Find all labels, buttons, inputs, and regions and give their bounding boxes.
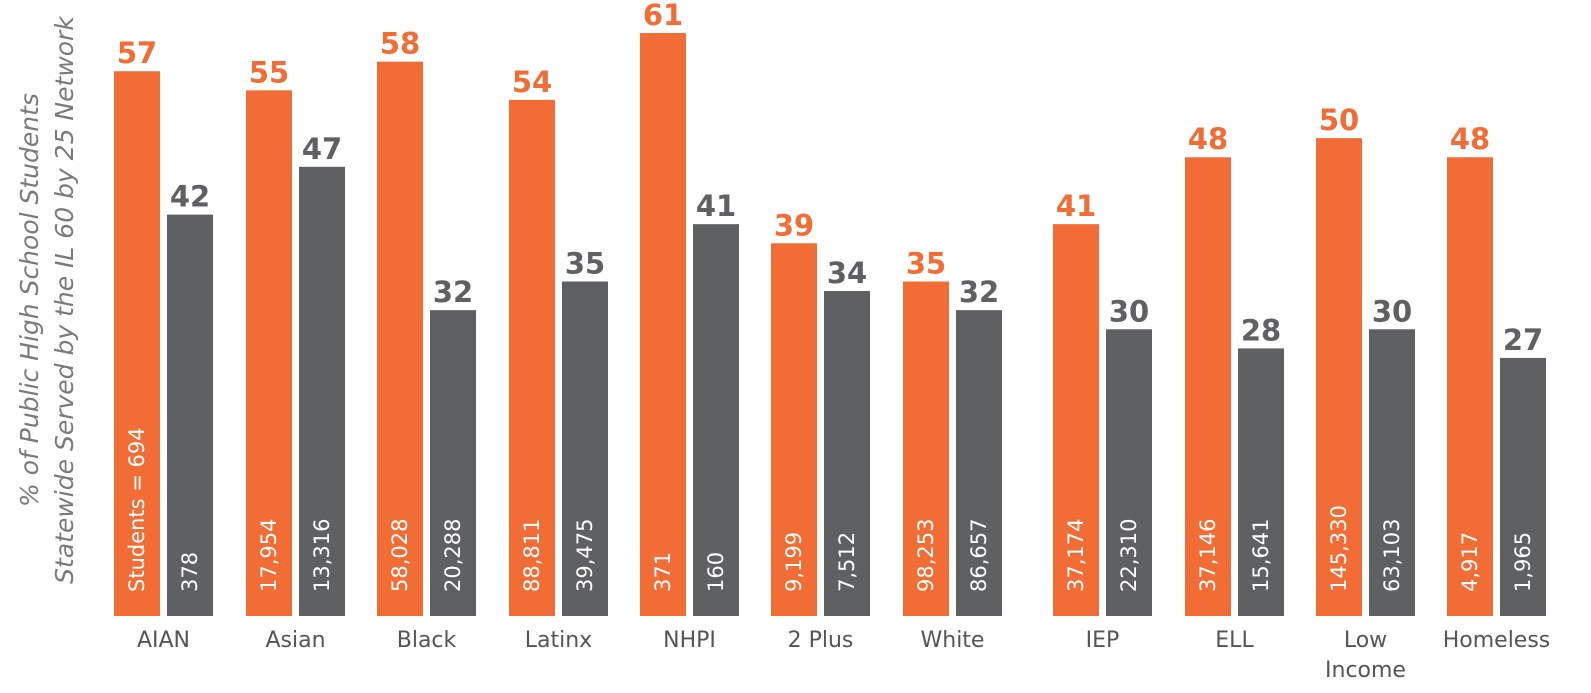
data-label: 32: [433, 275, 473, 309]
data-label: 55: [249, 55, 289, 89]
data-label: 48: [1188, 122, 1228, 156]
category-label: AIAN: [137, 628, 190, 653]
bar: [956, 310, 1002, 616]
data-label: 35: [565, 246, 605, 280]
bar: [509, 99, 555, 617]
y-axis-label-line: % of Public High School Students: [15, 93, 44, 507]
count-label: 378: [178, 552, 202, 592]
data-label: 41: [696, 189, 736, 223]
bar: [824, 291, 870, 616]
bar: [1185, 157, 1231, 616]
count-label: 37,146: [1196, 519, 1220, 592]
bar: [640, 33, 686, 616]
bar: [1316, 138, 1362, 616]
value-labels: 57 42 55 47 58 32 54 35 61 41 39 34 35 32 41 30 48 28 50 30…: [117, 0, 1543, 357]
data-label: 48: [1450, 122, 1490, 156]
bar: [1500, 357, 1546, 616]
count-label: 9,199: [782, 532, 806, 592]
category-label: 2 Plus: [788, 628, 854, 653]
data-label: 61: [643, 0, 683, 32]
data-label: 47: [302, 132, 342, 166]
count-label: 371: [651, 552, 675, 592]
category-label: NHPI: [663, 628, 716, 653]
y-axis-label-line: Statewide Served by the IL 60 by 25 Netw…: [50, 15, 79, 584]
count-label: 98,253: [914, 519, 938, 592]
count-label: 88,811: [520, 519, 544, 592]
category-label: Asian: [265, 628, 325, 653]
category-label: IEP: [1086, 628, 1120, 653]
data-label: 39: [774, 208, 814, 242]
bar: [693, 224, 739, 617]
data-label: 30: [1109, 294, 1149, 328]
bar: [771, 243, 817, 616]
bar: [114, 71, 160, 617]
bar: [246, 90, 292, 617]
data-label: 35: [906, 246, 946, 280]
bar: [1053, 224, 1099, 617]
count-label: 15,641: [1249, 519, 1273, 592]
data-label: 41: [1056, 189, 1096, 223]
count-label: 160: [704, 552, 728, 592]
bar: [562, 281, 608, 616]
data-label: 42: [170, 180, 210, 214]
count-labels: Students = 694 378 17,954 13,316 58,028 20,28…: [125, 427, 1535, 592]
data-label: 32: [959, 275, 999, 309]
count-label: 1,965: [1511, 532, 1535, 592]
bar: [299, 166, 345, 616]
count-label: 22,310: [1117, 519, 1141, 592]
count-label: 63,103: [1380, 519, 1404, 592]
bar: [430, 310, 476, 616]
data-label: 30: [1372, 294, 1412, 328]
category-label: White: [921, 628, 985, 653]
data-label: 50: [1319, 103, 1359, 137]
count-label: 37,174: [1064, 519, 1088, 592]
bar: [903, 281, 949, 616]
category-label: Income: [1325, 658, 1406, 683]
data-label: 54: [512, 65, 552, 99]
count-label: 39,475: [573, 519, 597, 592]
count-label: 20,288: [441, 519, 465, 592]
category-label: ELL: [1215, 628, 1254, 653]
data-label: 57: [117, 36, 157, 70]
count-label: 58,028: [388, 519, 412, 592]
category-label: Low: [1344, 628, 1387, 653]
count-label: 145,330: [1327, 505, 1351, 592]
bar: [377, 61, 423, 617]
bar: [167, 214, 213, 617]
category-label: Latinx: [525, 628, 592, 653]
count-label: 17,954: [257, 519, 281, 592]
data-label: 34: [827, 256, 867, 290]
count-label: 4,917: [1458, 532, 1482, 592]
y-axis-label: % of Public High School Students Statewid…: [15, 15, 79, 584]
category-label: Black: [397, 628, 457, 653]
count-label: 7,512: [835, 532, 859, 592]
data-label: 28: [1241, 313, 1281, 347]
bars: [114, 33, 1546, 617]
data-label: 27: [1503, 323, 1543, 357]
count-label: Students = 694: [125, 427, 149, 592]
count-label: 86,657: [967, 519, 991, 592]
count-label: 13,316: [310, 519, 334, 592]
bar: [1106, 329, 1152, 616]
bar: [1369, 329, 1415, 616]
bar: [1447, 157, 1493, 616]
bar: [1238, 348, 1284, 616]
data-label: 58: [380, 27, 420, 61]
category-labels: AIAN Asian Black Latinx NHPI 2 Plus White IEP EL…: [137, 628, 1550, 683]
category-label: Homeless: [1443, 628, 1551, 653]
